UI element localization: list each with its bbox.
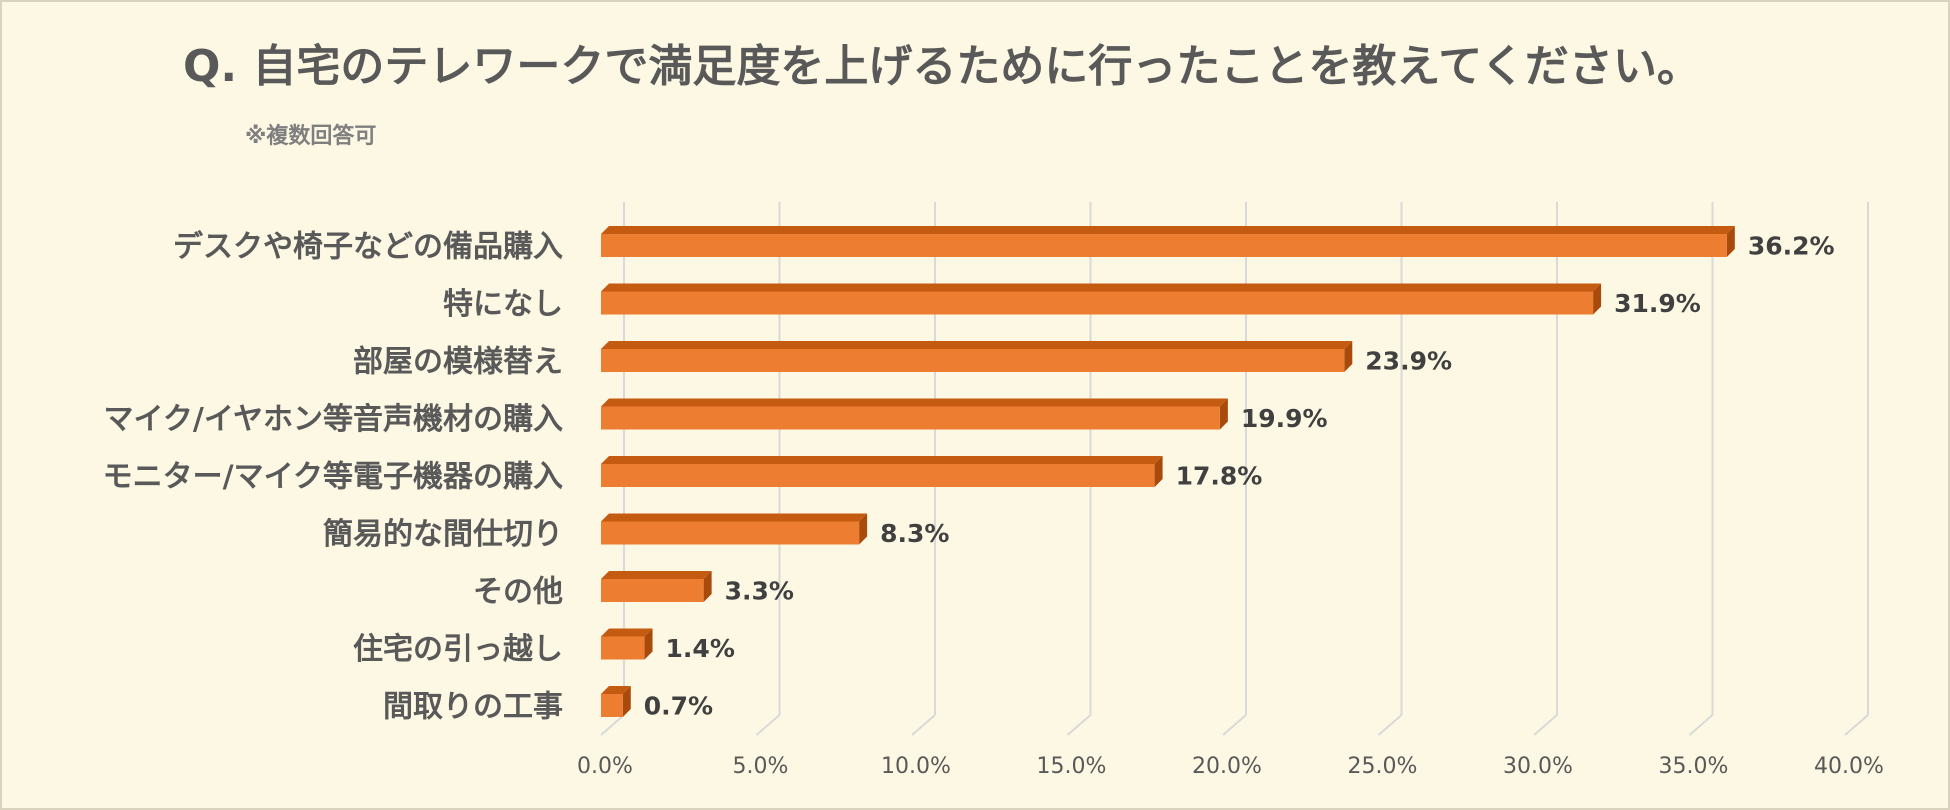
- x-axis-ticks: 0.0% 5.0% 10.0% 15.0% 20.0% 25.0% 30.0% 35.0% 40…: [577, 754, 1884, 779]
- data-label: 31.9%: [1614, 289, 1701, 318]
- x-tick-label: 35.0%: [1659, 754, 1729, 779]
- category-label: 住宅の引っ越し: [353, 632, 563, 667]
- gridline-floor: [1222, 714, 1247, 736]
- category-label: その他: [473, 575, 563, 610]
- bar-top: [601, 456, 1163, 464]
- gridline-floor: [755, 714, 781, 736]
- bar: [601, 694, 623, 717]
- bar-top: [601, 226, 1735, 234]
- data-label: 1.4%: [666, 634, 735, 663]
- gridline-floor: [1066, 714, 1092, 736]
- bar-side: [859, 513, 868, 545]
- category-labels: デスクや椅子などの備品購入特になし部屋の模様替えマイク/イヤホン等音声機材の購入…: [103, 230, 563, 725]
- bar: [601, 349, 1345, 372]
- x-tick-label: 10.0%: [881, 754, 951, 779]
- category-label: デスクや椅子などの備品購入: [173, 230, 563, 265]
- data-label: 0.7%: [644, 692, 713, 721]
- x-tick-label: 0.0%: [577, 754, 633, 779]
- value-labels: 36.2% 31.9% 23.9% 19.9% 17.8% 8.3% 3.3% 1.4% 0.7…: [644, 232, 1835, 721]
- bar-top: [601, 341, 1353, 349]
- bar-top: [601, 398, 1228, 407]
- gridline-floor: [911, 714, 936, 736]
- bar: [601, 579, 704, 602]
- x-tick-label: 20.0%: [1192, 754, 1262, 779]
- bar: [601, 636, 645, 660]
- bar-top: [601, 283, 1602, 292]
- bar: [601, 521, 860, 545]
- x-tick-label: 25.0%: [1348, 754, 1418, 779]
- category-label: マイク/イヤホン等音声機材の購入: [104, 402, 563, 437]
- x-tick-label: 30.0%: [1503, 754, 1573, 779]
- data-label: 8.3%: [880, 519, 949, 548]
- gridline-floor: [1844, 714, 1869, 736]
- bar-side: [622, 686, 631, 717]
- bar-side: [1344, 341, 1353, 372]
- bar-top: [601, 513, 868, 522]
- bar-top: [601, 571, 712, 579]
- bar: [601, 291, 1594, 315]
- bar-side: [644, 628, 653, 660]
- category-label: モニター/マイク等電子機器の購入: [103, 460, 563, 495]
- category-label: 簡易的な間仕切り: [323, 517, 563, 552]
- data-label: 36.2%: [1748, 232, 1835, 261]
- bar-side: [1154, 456, 1163, 487]
- chart-subtitle: ※複数回答可: [245, 124, 377, 149]
- bar-top: [601, 628, 653, 637]
- x-tick-label: 15.0%: [1037, 754, 1107, 779]
- gridline-floor: [600, 714, 625, 736]
- category-label: 間取りの工事: [383, 690, 563, 725]
- gridline-floor: [1688, 714, 1714, 736]
- data-label: 3.3%: [725, 577, 794, 606]
- bars: [601, 226, 1735, 717]
- category-label: 特になし: [443, 287, 563, 322]
- bar-side: [1593, 283, 1602, 315]
- bar: [601, 406, 1220, 430]
- bar-side: [1726, 226, 1735, 257]
- data-label: 19.9%: [1241, 404, 1328, 433]
- x-tick-label: 40.0%: [1814, 754, 1884, 779]
- data-label: 23.9%: [1365, 347, 1452, 376]
- category-label: 部屋の模様替え: [353, 345, 563, 380]
- gridline-floor: [1377, 714, 1403, 736]
- chart-title: Q. 自宅のテレワークで満足度を上げるために行ったことを教えてください。: [183, 41, 1701, 92]
- bar-side: [1219, 398, 1228, 430]
- data-label: 17.8%: [1176, 462, 1263, 491]
- bar-side: [703, 571, 712, 602]
- bar-top: [601, 686, 631, 694]
- x-tick-label: 5.0%: [733, 754, 789, 779]
- gridline-floor: [1533, 714, 1558, 736]
- bar: [601, 234, 1727, 257]
- bar: [601, 464, 1155, 487]
